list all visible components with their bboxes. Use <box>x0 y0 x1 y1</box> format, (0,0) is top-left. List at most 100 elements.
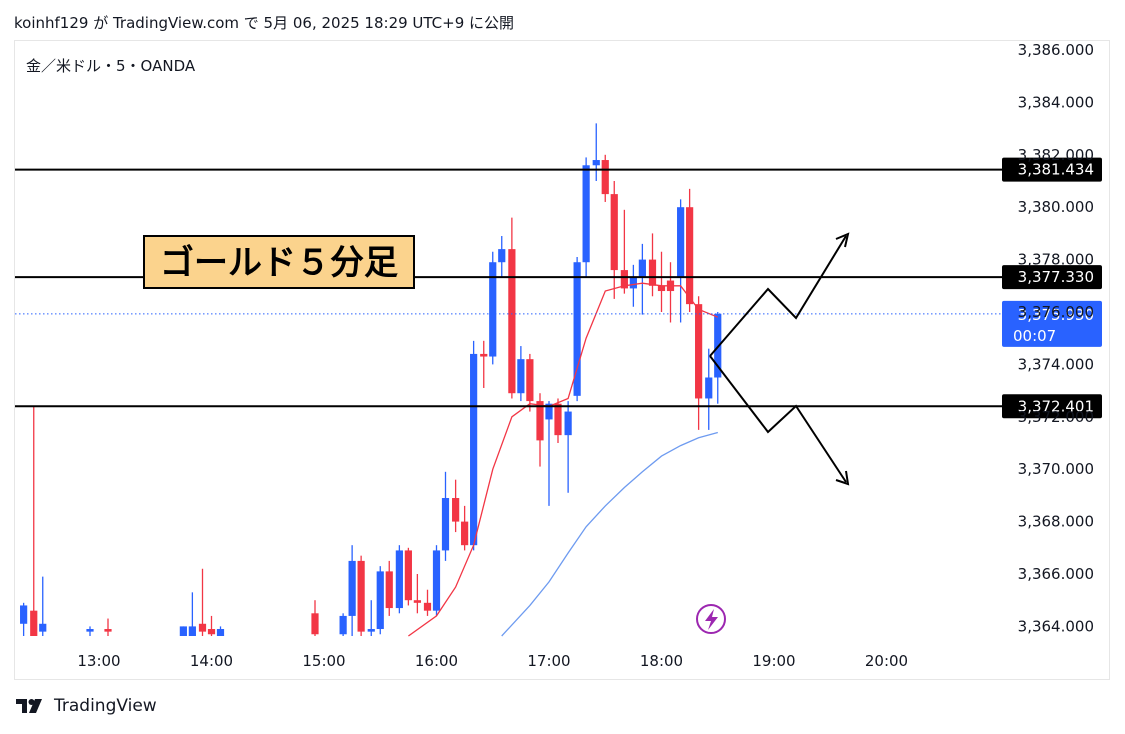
candle <box>441 471 450 561</box>
candle <box>695 296 703 430</box>
footer-brand: TradingView <box>54 696 157 716</box>
candle <box>489 251 497 365</box>
candle-body <box>601 160 609 195</box>
candle-body <box>441 498 450 551</box>
x-tick-label: 14:00 <box>190 652 233 670</box>
candle-body <box>423 602 432 611</box>
candle-body <box>86 629 94 632</box>
x-tick-label: 18:00 <box>640 652 683 670</box>
candle <box>638 243 646 315</box>
candle <box>461 505 469 551</box>
candle <box>395 545 403 614</box>
candle <box>367 600 375 636</box>
candle-body <box>686 207 694 305</box>
candle <box>564 401 572 493</box>
y-tick-label: 3,372.000 <box>1018 408 1094 426</box>
y-tick-label: 3,368.000 <box>1018 513 1094 531</box>
tradingview-logo-icon <box>16 699 42 713</box>
horizontal-level[interactable]: 3,377.330 <box>15 265 1102 290</box>
y-tick-label: 3,364.000 <box>1018 617 1094 635</box>
candle-body <box>470 353 478 546</box>
down-projection-line <box>709 355 847 483</box>
level-price-tag <box>1002 265 1102 290</box>
candle <box>517 346 525 402</box>
level-price-label: 3,381.434 <box>1018 161 1094 179</box>
candle <box>86 626 94 636</box>
candle <box>452 479 460 533</box>
candle-body <box>348 560 356 616</box>
ema-slow-line <box>501 431 718 637</box>
candle <box>311 600 319 636</box>
up-projection-line <box>709 235 847 357</box>
ema-fast-line <box>408 282 719 637</box>
candle-body <box>489 262 497 357</box>
candle <box>188 592 196 636</box>
candle <box>376 566 384 635</box>
candle-body <box>564 411 572 436</box>
candle <box>582 157 590 278</box>
candle <box>179 626 187 636</box>
candle-body <box>376 571 384 630</box>
horizontal-level[interactable]: 3,372.401 <box>15 394 1102 419</box>
y-axis: 3,386.000 3,384.000 3,382.000 3,380.000 3,37… <box>1018 41 1094 635</box>
candle <box>385 560 393 616</box>
candle-body <box>339 615 347 635</box>
candle <box>339 613 347 636</box>
horizontal-level[interactable]: 3,381.434 <box>15 157 1102 182</box>
candle <box>39 576 47 636</box>
candle <box>20 602 28 636</box>
y-tick-label: 3,380.000 <box>1018 198 1094 216</box>
y-tick-label: 3,374.000 <box>1018 355 1094 373</box>
candle <box>498 236 506 278</box>
candle <box>357 555 365 636</box>
candle-body <box>461 521 469 546</box>
candle <box>207 615 216 636</box>
candle <box>432 545 441 616</box>
candle <box>620 209 628 294</box>
candle <box>657 251 666 312</box>
candle-body <box>20 605 28 624</box>
candle-body <box>452 498 460 522</box>
candle-body <box>648 259 657 286</box>
candle-body <box>104 629 112 632</box>
x-tick-label: 13:00 <box>77 652 120 670</box>
candle <box>648 233 657 297</box>
candle-body <box>526 359 534 402</box>
candle <box>216 626 225 636</box>
level-price-tag <box>1002 157 1102 182</box>
candle <box>423 589 432 616</box>
y-tick-label: 3,370.000 <box>1018 460 1094 478</box>
x-tick-label: 19:00 <box>752 652 795 670</box>
candle-body <box>367 629 375 632</box>
candle-body <box>592 160 600 166</box>
down-arrow-head <box>835 470 850 486</box>
level-price-label: 3,377.330 <box>1018 268 1094 286</box>
y-tick-label: 3,384.000 <box>1018 93 1094 111</box>
candle-body <box>207 629 216 635</box>
candle <box>104 618 112 636</box>
candle <box>30 406 38 636</box>
current-price-label: 3,375.930 <box>1018 306 1094 324</box>
footer: TradingView <box>16 696 157 716</box>
candle-body <box>536 401 544 441</box>
chart-frame <box>14 40 1110 680</box>
y-tick-label: 3,382.000 <box>1018 146 1094 164</box>
projection-arrows <box>709 232 850 486</box>
candle <box>677 199 685 323</box>
candle-body <box>638 259 646 278</box>
y-tick-label: 3,378.000 <box>1018 251 1094 269</box>
flash-icon[interactable] <box>696 604 726 634</box>
candle-body <box>30 610 38 636</box>
candle <box>413 574 421 614</box>
y-tick-label: 3,376.000 <box>1018 303 1094 321</box>
x-tick-label: 17:00 <box>527 652 570 670</box>
candles-layer <box>20 123 722 636</box>
ema-fast-layer <box>408 282 719 637</box>
candle-body <box>677 207 685 278</box>
level-price-tag <box>1002 394 1102 419</box>
current-price-layer: 3,375.930 00:07 <box>15 300 1102 347</box>
candle-body <box>404 550 412 601</box>
candle-body <box>385 571 393 609</box>
